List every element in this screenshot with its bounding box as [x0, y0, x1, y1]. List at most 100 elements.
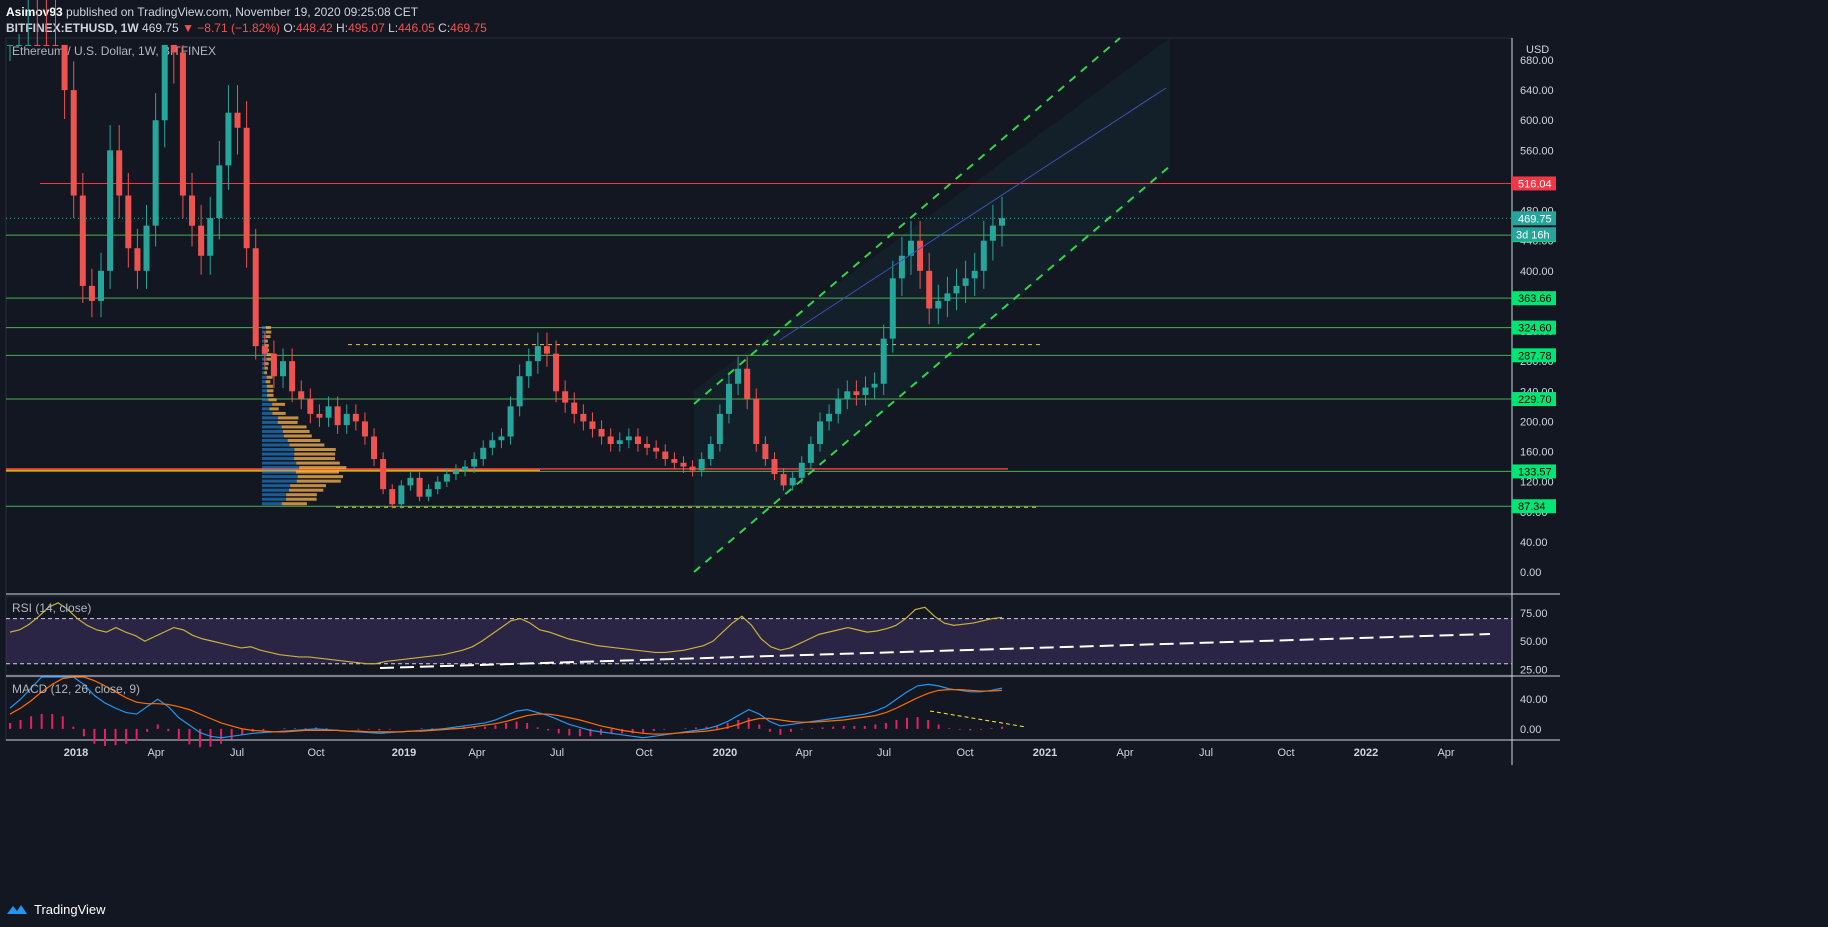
candle-body — [253, 248, 259, 346]
x-tick-label: 2022 — [1354, 747, 1378, 759]
volume-profile-bar — [266, 380, 271, 383]
x-tick-label: Apr — [468, 747, 485, 759]
candle-body — [371, 436, 377, 459]
x-tick-label: Apr — [1437, 747, 1454, 759]
candle-body — [662, 452, 668, 460]
candle-body — [990, 226, 996, 241]
candle-body — [316, 414, 322, 418]
candle-body — [826, 414, 832, 422]
candle-body — [708, 444, 714, 459]
volume-profile-bar — [294, 453, 335, 456]
volume-profile-bar — [265, 367, 268, 370]
candle-body — [626, 436, 632, 440]
x-tick-label: Jul — [550, 747, 564, 759]
candle-body — [944, 293, 950, 301]
volume-profile-bar — [262, 326, 266, 329]
volume-profile-bar — [262, 398, 268, 401]
x-tick-label: Apr — [147, 747, 164, 759]
candle-body — [216, 165, 222, 218]
volume-profile-bar — [282, 502, 307, 505]
volume-profile-bar — [286, 498, 317, 501]
volume-profile-bar — [294, 457, 335, 460]
candle-body — [699, 459, 705, 470]
price-label: 229.70 — [1518, 394, 1552, 406]
candle-body — [162, 45, 168, 120]
candle-body — [453, 470, 459, 474]
footer-brand[interactable]: TradingView — [6, 898, 106, 920]
price-label: 287.78 — [1518, 350, 1552, 362]
candle-body — [53, 45, 59, 46]
candle-body — [690, 467, 696, 471]
candle-body — [544, 346, 550, 354]
candle-body — [644, 444, 650, 448]
countdown-label: 3d 16h — [1516, 229, 1550, 241]
volume-profile-bar — [262, 425, 282, 428]
volume-profile-bar — [265, 362, 269, 365]
volume-profile-bar — [288, 439, 321, 442]
candle-body — [580, 414, 586, 422]
volume-profile-bar — [272, 403, 285, 406]
candle-body — [189, 196, 195, 226]
candle-body — [435, 482, 441, 490]
volume-profile-bar — [262, 421, 278, 424]
candle-body — [71, 90, 77, 195]
y-tick-label: 560.00 — [1520, 145, 1554, 157]
candle-body — [562, 391, 568, 402]
candle-body — [344, 414, 350, 425]
candle-body — [817, 421, 823, 444]
candle-body — [235, 113, 241, 128]
x-tick-label: 2021 — [1033, 747, 1057, 759]
candle-body — [508, 406, 514, 436]
candle-body — [726, 384, 732, 414]
y-tick-label: 120.00 — [1520, 477, 1554, 489]
volume-profile-bar — [262, 403, 272, 406]
candle-body — [153, 120, 159, 225]
x-tick-label: Oct — [635, 747, 652, 759]
candle-body — [89, 286, 95, 301]
volume-profile-bar — [266, 335, 271, 338]
volume-profile-bar — [262, 358, 266, 361]
price-label: 133.57 — [1518, 466, 1552, 478]
candle-body — [407, 478, 413, 486]
y-tick-label: 40.00 — [1520, 537, 1548, 549]
volume-profile-bar — [262, 407, 269, 410]
x-tick-label: 2018 — [64, 747, 88, 759]
candle-body — [271, 354, 277, 377]
candle-body — [389, 489, 395, 504]
volume-profile-bar — [262, 430, 283, 433]
volume-profile-bar — [262, 480, 297, 483]
candle-body — [881, 339, 887, 384]
candle-body — [999, 218, 1005, 226]
volume-profile-bar — [262, 394, 267, 397]
volume-profile-bar — [272, 412, 285, 415]
candle-body — [34, 45, 40, 46]
volume-profile-bar — [262, 385, 267, 388]
volume-profile-bar — [262, 380, 266, 383]
volume-profile-bar — [262, 416, 278, 419]
volume-profile-bar — [268, 398, 276, 401]
x-tick-label: Apr — [1116, 747, 1133, 759]
candle-body — [790, 478, 796, 486]
rsi-y-tick: 25.00 — [1520, 664, 1548, 676]
candle-body — [753, 399, 759, 444]
price-label: 469.75 — [1518, 213, 1552, 225]
volume-profile-bar — [278, 416, 298, 419]
candle-body — [326, 406, 332, 417]
price-label: 87.34 — [1518, 501, 1546, 513]
volume-profile-bar — [290, 484, 326, 487]
y-tick-label: 200.00 — [1520, 416, 1554, 428]
volume-profile-bar — [296, 462, 340, 465]
candle-body — [553, 354, 559, 392]
y-tick-label: 160.00 — [1520, 447, 1554, 459]
volume-profile-bar — [262, 376, 267, 379]
volume-profile-bar — [267, 389, 273, 392]
candle-body — [417, 478, 423, 497]
candle-body — [244, 128, 250, 248]
candle-body — [935, 301, 941, 309]
volume-profile-bar — [262, 484, 290, 487]
candle-body — [43, 45, 49, 46]
candle-body — [489, 440, 495, 448]
volume-profile-bar — [262, 453, 294, 456]
candle-body — [717, 414, 723, 444]
